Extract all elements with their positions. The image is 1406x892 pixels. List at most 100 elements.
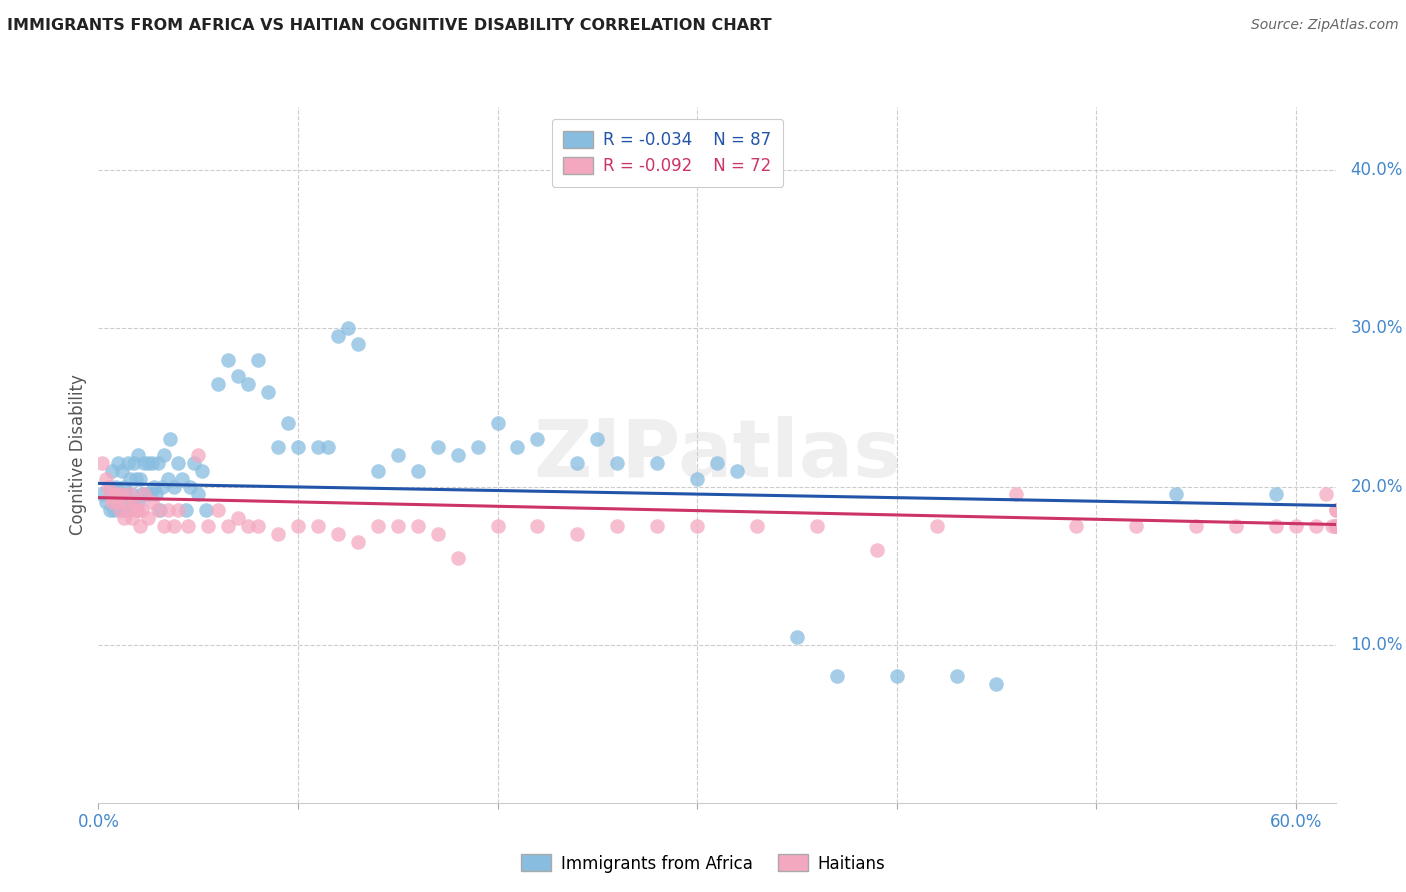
Point bbox=[187, 487, 209, 501]
Point bbox=[825, 669, 848, 683]
Point bbox=[111, 487, 134, 501]
Point bbox=[326, 527, 349, 541]
Point bbox=[925, 519, 948, 533]
Point bbox=[120, 503, 142, 517]
Point bbox=[866, 542, 889, 557]
Point bbox=[1185, 519, 1208, 533]
Point bbox=[149, 503, 172, 517]
Point bbox=[1324, 519, 1347, 533]
Point bbox=[125, 503, 148, 517]
Point bbox=[107, 487, 129, 501]
Point bbox=[686, 472, 709, 486]
Point bbox=[120, 487, 142, 501]
Point bbox=[1324, 519, 1347, 533]
Point bbox=[267, 440, 290, 454]
Point bbox=[247, 353, 270, 368]
Point bbox=[1320, 519, 1343, 533]
Point bbox=[127, 448, 149, 462]
Point bbox=[112, 511, 135, 525]
Point bbox=[117, 503, 139, 517]
Point bbox=[1285, 519, 1308, 533]
Point bbox=[1324, 503, 1347, 517]
Point bbox=[101, 495, 124, 509]
Point bbox=[586, 432, 609, 446]
Point bbox=[115, 487, 138, 501]
Point bbox=[91, 487, 114, 501]
Point bbox=[141, 456, 163, 470]
Point bbox=[307, 440, 329, 454]
Point bbox=[150, 479, 173, 493]
Point bbox=[127, 503, 149, 517]
Point bbox=[141, 495, 163, 509]
Point bbox=[1315, 487, 1337, 501]
Point bbox=[96, 472, 118, 486]
Point bbox=[347, 534, 370, 549]
Point bbox=[786, 630, 808, 644]
Point bbox=[236, 519, 259, 533]
Text: ZIPatlas: ZIPatlas bbox=[533, 416, 901, 494]
Point bbox=[115, 495, 138, 509]
Point bbox=[195, 503, 218, 517]
Point bbox=[112, 479, 135, 493]
Point bbox=[96, 495, 118, 509]
Point bbox=[91, 456, 114, 470]
Point bbox=[486, 519, 509, 533]
Point bbox=[467, 440, 489, 454]
Point bbox=[97, 479, 120, 493]
Point bbox=[1005, 487, 1028, 501]
Point bbox=[725, 464, 748, 478]
Point bbox=[645, 519, 668, 533]
Point bbox=[172, 472, 194, 486]
Point bbox=[406, 464, 429, 478]
Point bbox=[367, 519, 389, 533]
Text: 30.0%: 30.0% bbox=[1351, 319, 1403, 337]
Point bbox=[526, 432, 548, 446]
Point bbox=[1264, 487, 1286, 501]
Point bbox=[139, 487, 162, 501]
Point bbox=[191, 464, 214, 478]
Point bbox=[1324, 503, 1347, 517]
Point bbox=[686, 519, 709, 533]
Point bbox=[124, 495, 146, 509]
Point bbox=[745, 519, 768, 533]
Point bbox=[163, 519, 186, 533]
Point bbox=[105, 495, 128, 509]
Point bbox=[110, 503, 132, 517]
Point bbox=[217, 353, 239, 368]
Point bbox=[446, 550, 468, 565]
Point bbox=[121, 511, 143, 525]
Point bbox=[526, 519, 548, 533]
Text: IMMIGRANTS FROM AFRICA VS HAITIAN COGNITIVE DISABILITY CORRELATION CHART: IMMIGRANTS FROM AFRICA VS HAITIAN COGNIT… bbox=[7, 18, 772, 33]
Point bbox=[134, 487, 156, 501]
Point bbox=[486, 417, 509, 431]
Point bbox=[446, 448, 468, 462]
Point bbox=[131, 487, 153, 501]
Point bbox=[567, 456, 589, 470]
Point bbox=[347, 337, 370, 351]
Point bbox=[145, 487, 167, 501]
Point bbox=[103, 503, 125, 517]
Point bbox=[100, 503, 122, 517]
Point bbox=[406, 519, 429, 533]
Point bbox=[127, 495, 149, 509]
Point bbox=[387, 519, 409, 533]
Point bbox=[1225, 519, 1247, 533]
Point bbox=[1264, 519, 1286, 533]
Point bbox=[207, 503, 229, 517]
Point bbox=[277, 417, 299, 431]
Point bbox=[179, 479, 201, 493]
Point bbox=[167, 503, 190, 517]
Point bbox=[107, 456, 129, 470]
Point bbox=[105, 479, 128, 493]
Point bbox=[117, 495, 139, 509]
Point bbox=[706, 456, 728, 470]
Point bbox=[257, 384, 280, 399]
Y-axis label: Cognitive Disability: Cognitive Disability bbox=[69, 375, 87, 535]
Point bbox=[136, 511, 159, 525]
Point bbox=[1064, 519, 1087, 533]
Point bbox=[207, 376, 229, 391]
Point bbox=[120, 472, 142, 486]
Point bbox=[226, 511, 249, 525]
Point bbox=[287, 519, 309, 533]
Point bbox=[143, 479, 166, 493]
